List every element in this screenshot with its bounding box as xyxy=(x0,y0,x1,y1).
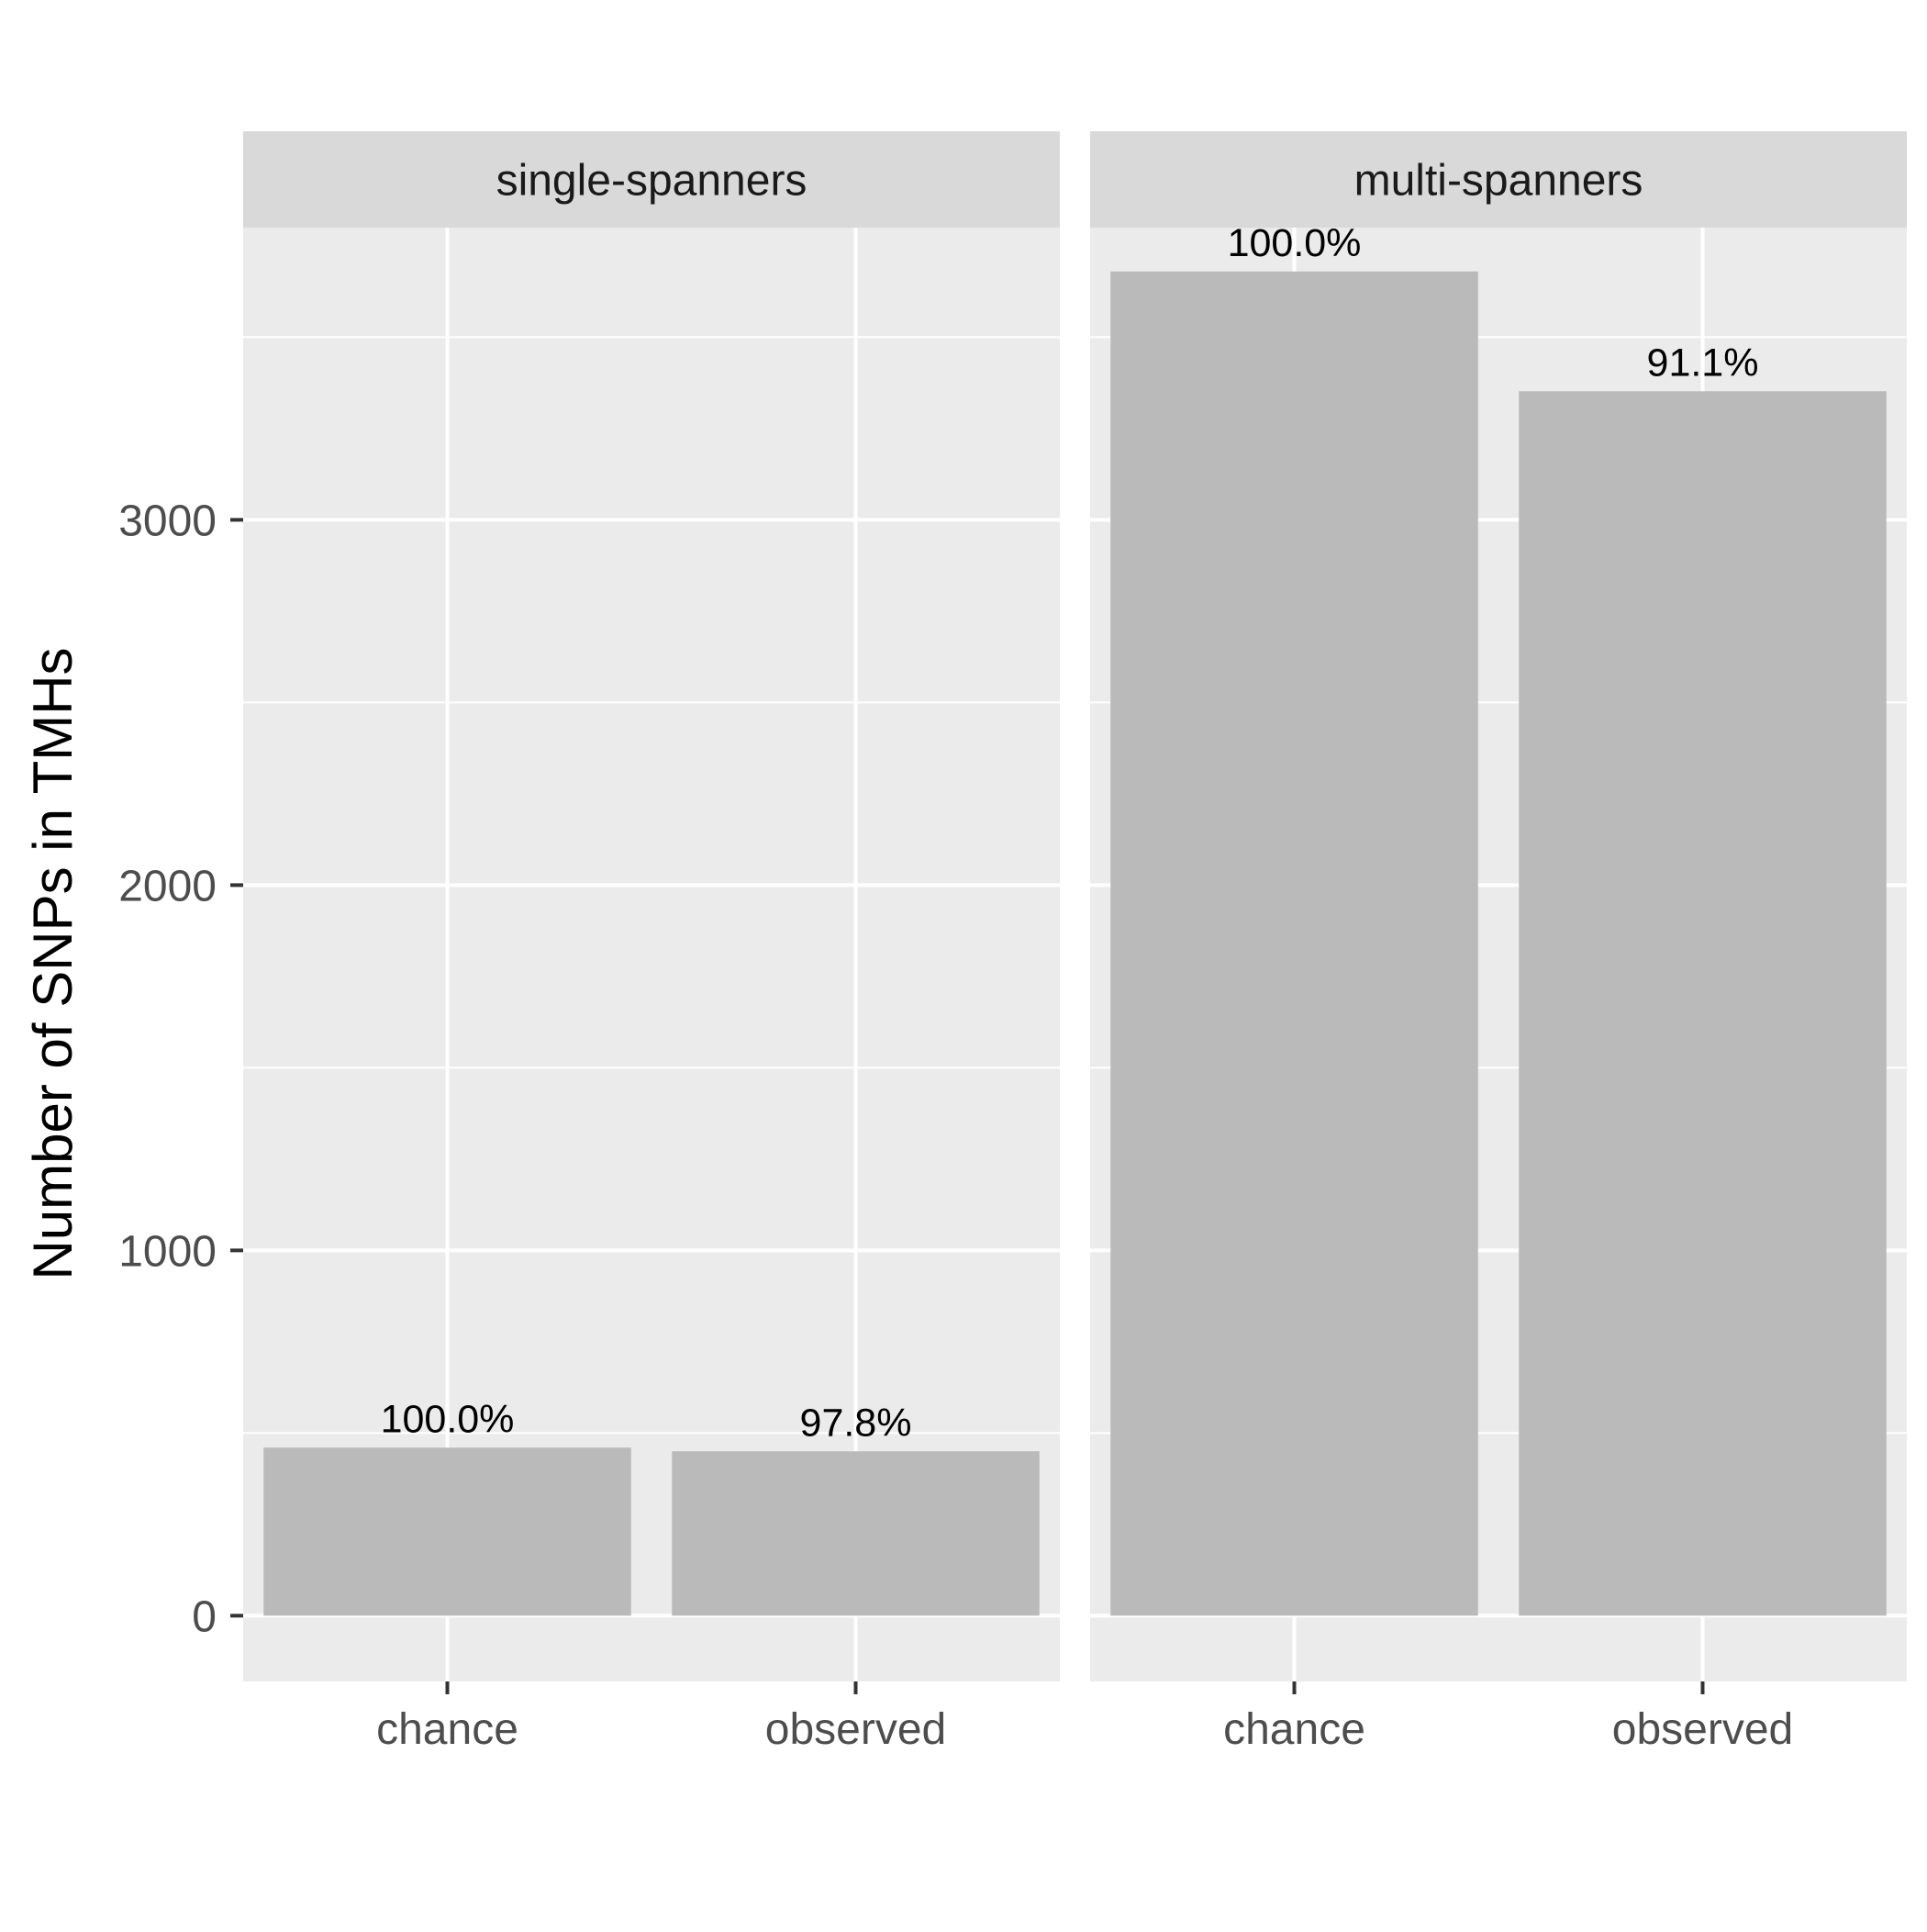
x-tick-label: chance xyxy=(1223,1705,1365,1754)
y-axis-title: Number of SNPs in TMHs xyxy=(22,647,84,1279)
bar-observed xyxy=(1519,391,1887,1616)
facet-panel-multi-spanners: multi-spanners 100.0% 91.1% chance observed xyxy=(1090,131,1907,1754)
y-tick-label: 2000 xyxy=(118,862,217,910)
facet-strip xyxy=(243,131,1060,228)
x-tick-label: observed xyxy=(1612,1705,1793,1754)
y-tick-label: 1000 xyxy=(118,1227,217,1276)
bar-value-label: 100.0% xyxy=(381,1397,515,1441)
bar-value-label: 91.1% xyxy=(1647,341,1759,385)
panel-background xyxy=(243,228,1060,1681)
y-tick-label: 0 xyxy=(192,1592,217,1641)
x-tick-label: observed xyxy=(765,1705,946,1754)
bar-chance xyxy=(1110,271,1478,1616)
facet-strip-label: multi-spanners xyxy=(1354,157,1643,206)
y-axis: 0 1000 2000 3000 xyxy=(118,497,243,1641)
facet-strip-label: single-spanners xyxy=(496,157,808,206)
bar-observed xyxy=(672,1451,1040,1616)
bar-value-label: 97.8% xyxy=(800,1401,912,1445)
y-tick-label: 3000 xyxy=(118,497,217,545)
facet-panel-single-spanners: single-spanners 100.0% 97.8% chance observed xyxy=(243,131,1060,1754)
panels-layer: single-spanners 100.0% 97.8% chance observed… xyxy=(243,131,1907,1754)
facet-strip xyxy=(1090,131,1907,228)
bar-value-label: 100.0% xyxy=(1228,221,1362,265)
bar-chance xyxy=(263,1447,631,1616)
x-tick-label: chance xyxy=(376,1705,518,1754)
